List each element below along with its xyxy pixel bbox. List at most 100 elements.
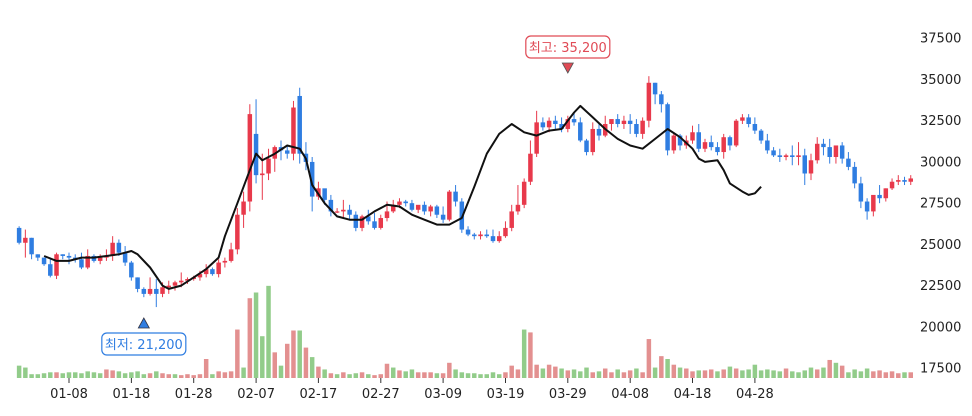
candle-body	[590, 128, 595, 153]
candle-body	[553, 120, 558, 125]
high-annotation-label: 최고: 35,200	[529, 41, 607, 56]
x-tick-label: 03-19	[487, 387, 525, 402]
candle-body	[858, 183, 864, 202]
candle-body	[48, 264, 53, 276]
candle-body	[390, 204, 396, 212]
volume-bar	[640, 372, 645, 378]
candle-body	[129, 262, 134, 278]
candle-body	[790, 155, 795, 157]
volume-bar	[278, 365, 284, 378]
candle-body	[16, 227, 22, 243]
candle-body	[160, 287, 165, 294]
volume-bar	[496, 374, 502, 378]
volume-bar	[659, 356, 664, 378]
volume-bar	[260, 336, 265, 378]
volume-bar	[715, 371, 720, 378]
candle-body	[534, 122, 539, 154]
volume-bar	[353, 373, 359, 378]
candle-body	[478, 234, 483, 237]
candle-body	[260, 173, 265, 176]
volume-bar	[23, 367, 28, 378]
volume-bar	[578, 371, 583, 378]
volume-bar	[534, 364, 539, 378]
candle-body	[266, 158, 271, 174]
candle-body	[415, 204, 421, 210]
candle-body	[422, 204, 427, 212]
volume-bar	[160, 373, 165, 378]
candle-body	[110, 242, 115, 256]
candle-body	[740, 117, 745, 121]
volume-bar	[129, 372, 134, 378]
volume-bar	[596, 371, 602, 378]
volume-bar	[334, 374, 340, 378]
candle-body	[503, 227, 508, 237]
y-tick-label: 30000	[920, 155, 961, 170]
candle-body	[440, 214, 446, 220]
volume-bar	[708, 369, 714, 378]
volume-bar	[758, 370, 764, 378]
volume-bar	[521, 329, 527, 378]
candle-body	[839, 145, 845, 159]
candle-body	[23, 237, 28, 243]
volume-bar	[253, 292, 259, 378]
volume-bar	[864, 368, 870, 378]
volume-bar	[627, 370, 633, 378]
candle-body	[347, 209, 352, 215]
candle-body	[877, 194, 882, 199]
volume-bar	[91, 372, 97, 378]
volume-bar	[783, 368, 789, 378]
volume-bar	[35, 374, 41, 378]
candle-body	[814, 143, 820, 161]
volume-bar	[796, 372, 801, 378]
volume-bar	[60, 373, 66, 378]
high-annotation-box	[525, 35, 611, 59]
volume-bar	[434, 373, 440, 378]
volume-bar	[228, 371, 234, 378]
candle-body	[409, 203, 415, 210]
volume-bar	[291, 330, 296, 378]
volume-bar	[403, 371, 408, 378]
volume-bar	[746, 369, 751, 378]
candle-body	[515, 204, 521, 212]
volume-bar	[902, 372, 907, 378]
candle-body	[733, 120, 739, 146]
y-tick-label: 25000	[920, 238, 961, 253]
candle-body	[540, 122, 546, 128]
candle-body	[403, 201, 408, 204]
candle-body	[696, 132, 701, 149]
volume-bar	[727, 366, 733, 378]
volume-bar	[203, 359, 209, 378]
candle-body	[621, 120, 627, 125]
candle-body	[559, 124, 564, 129]
candle-body	[434, 206, 440, 215]
y-tick-label: 37500	[920, 32, 961, 47]
candle-body	[902, 180, 907, 182]
volume-bar	[690, 371, 695, 378]
candle-body	[484, 234, 489, 237]
candle-body	[852, 166, 857, 184]
candle-body	[677, 135, 683, 146]
candle-body	[627, 120, 633, 125]
candle-body	[846, 158, 851, 167]
volume-bar	[66, 372, 72, 378]
volume-bar	[702, 370, 708, 378]
candle-body	[378, 218, 384, 228]
volume-bar	[528, 332, 533, 378]
volume-bar	[852, 369, 857, 378]
candle-body	[690, 132, 695, 141]
candle-body	[671, 135, 677, 151]
y-tick-label: 32500	[920, 114, 961, 129]
candle-body	[359, 216, 365, 228]
volume-bar	[322, 369, 327, 378]
candle-body	[185, 279, 190, 281]
volume-bar	[908, 372, 913, 378]
volume-bar	[447, 362, 452, 378]
volume-bar	[415, 372, 421, 378]
volume-bar	[553, 366, 558, 378]
volume-bar	[97, 373, 103, 378]
candle-body	[116, 242, 122, 253]
volume-bar	[41, 373, 47, 378]
volume-bar	[814, 369, 820, 378]
y-tick-label: 22500	[920, 279, 961, 294]
volume-bar	[609, 372, 614, 378]
